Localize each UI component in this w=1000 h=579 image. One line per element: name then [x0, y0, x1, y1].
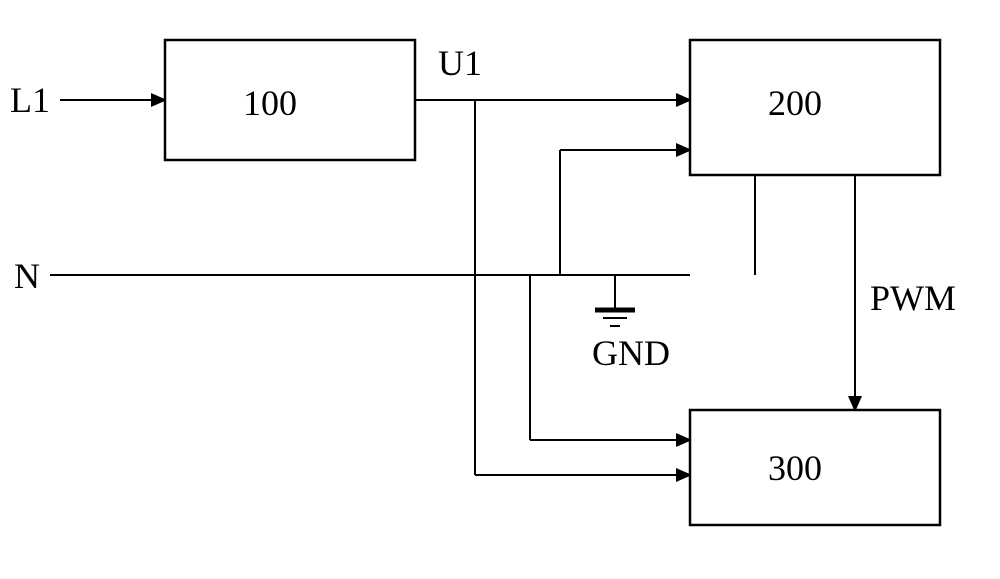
label-b300: 300: [768, 448, 822, 488]
label-b200: 200: [768, 83, 822, 123]
label-N: N: [14, 256, 40, 296]
label-U1: U1: [438, 43, 482, 83]
label-GND: GND: [592, 333, 670, 373]
label-PWM: PWM: [870, 278, 956, 318]
label-b100: 100: [243, 83, 297, 123]
gnd-symbol: [595, 310, 635, 326]
label-L1: L1: [10, 80, 50, 120]
